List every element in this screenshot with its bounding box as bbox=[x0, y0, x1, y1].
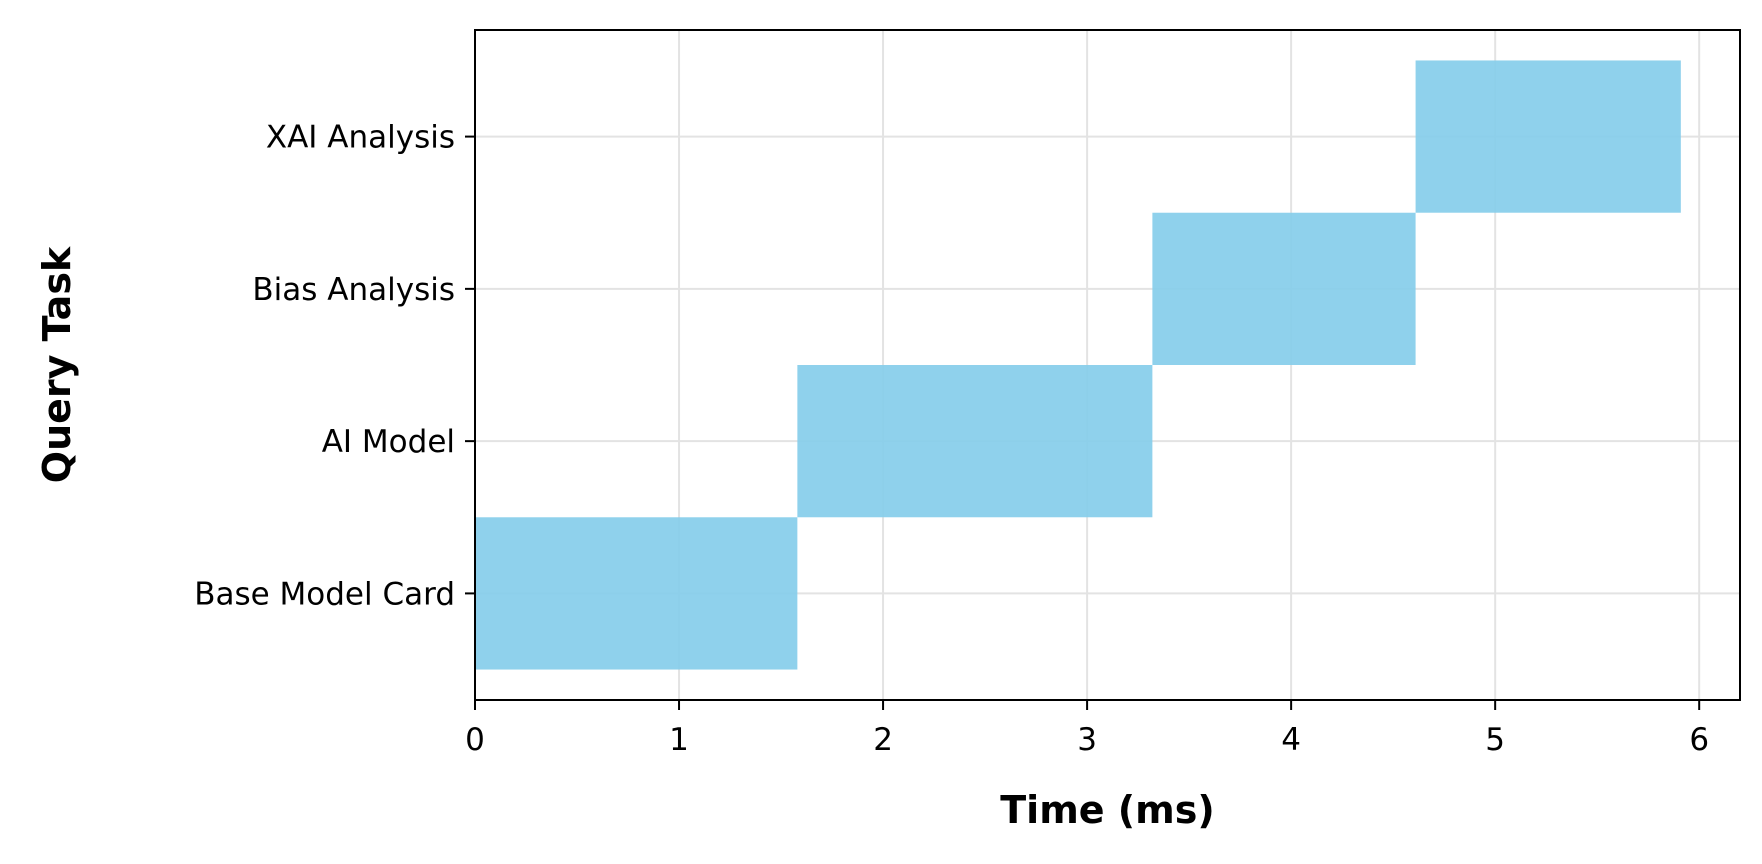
task-bar bbox=[1152, 212, 1416, 365]
x-axis: 0 1 2 3 4 5 6 bbox=[465, 700, 1709, 758]
y-axis-title: Query Task bbox=[35, 246, 79, 483]
x-tick-label: 3 bbox=[1077, 722, 1097, 758]
task-bar bbox=[475, 517, 798, 670]
x-tick-label: 0 bbox=[465, 722, 485, 758]
x-tick-label: 1 bbox=[669, 722, 689, 758]
x-tick-label: 4 bbox=[1281, 722, 1301, 758]
bars-layer bbox=[475, 60, 1681, 670]
y-tick-label: Bias Analysis bbox=[252, 272, 455, 308]
x-tick-label: 6 bbox=[1689, 722, 1709, 758]
task-bar bbox=[1415, 60, 1681, 213]
y-tick-label: XAI Analysis bbox=[266, 120, 455, 156]
y-axis: Base Model Card AI Model Bias Analysis XAI … bbox=[194, 120, 475, 612]
y-tick-label: AI Model bbox=[322, 424, 455, 460]
x-axis-title: Time (ms) bbox=[1000, 788, 1215, 832]
x-tick-label: 2 bbox=[873, 722, 893, 758]
y-tick-label: Base Model Card bbox=[194, 576, 455, 612]
x-tick-label: 5 bbox=[1485, 722, 1505, 758]
task-bar bbox=[797, 365, 1153, 518]
plot-frame bbox=[474, 29, 1741, 701]
